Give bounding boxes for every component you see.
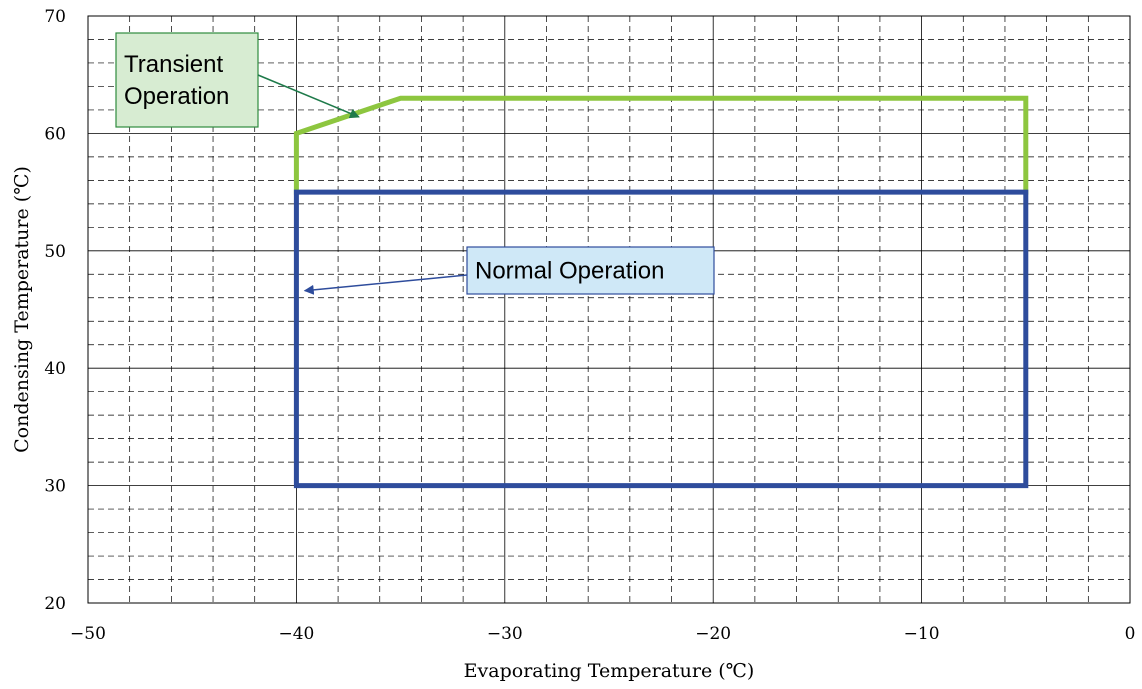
x-tick-label: −10: [904, 624, 940, 644]
annotation-normal-arrow: [303, 274, 468, 295]
tick-labels: −50 −40 −30 −20 −10 0 20 30 40 50 60 70: [44, 7, 1135, 644]
plot-frame: [87, 15, 1131, 604]
annotations: Transient Operation Normal Operation: [115, 32, 715, 295]
y-tick-label: 50: [44, 242, 66, 262]
x-axis-title: Evaporating Temperature (℃): [464, 660, 755, 682]
y-tick-label: 60: [44, 124, 66, 144]
y-tick-label: 40: [44, 359, 66, 379]
y-tick-label: 70: [44, 7, 66, 27]
annotation-transient: Transient Operation: [115, 32, 360, 128]
x-tick-label: −20: [695, 624, 731, 644]
x-tick-label: −30: [487, 624, 523, 644]
annotation-normal-box: [466, 246, 715, 295]
annotation-normal-label: Normal Operation: [475, 258, 664, 285]
x-tick-label: −50: [70, 624, 106, 644]
x-tick-label: −40: [278, 624, 314, 644]
y-axis-title: Condensing Temperature (℃): [11, 166, 33, 453]
annotation-normal: Normal Operation: [303, 246, 715, 295]
y-tick-label: 20: [44, 594, 66, 614]
x-tick-label: 0: [1125, 624, 1136, 644]
annotation-transient-arrow: [257, 74, 360, 119]
annotation-transient-box: [115, 32, 259, 128]
y-tick-label: 30: [44, 477, 66, 497]
annotation-transient-label: Operation: [124, 83, 229, 110]
series-layer: [293, 95, 1029, 489]
series-transient-line: [293, 95, 1029, 195]
annotation-transient-label: Transient: [124, 51, 223, 78]
series-normal-line: [293, 189, 1029, 489]
